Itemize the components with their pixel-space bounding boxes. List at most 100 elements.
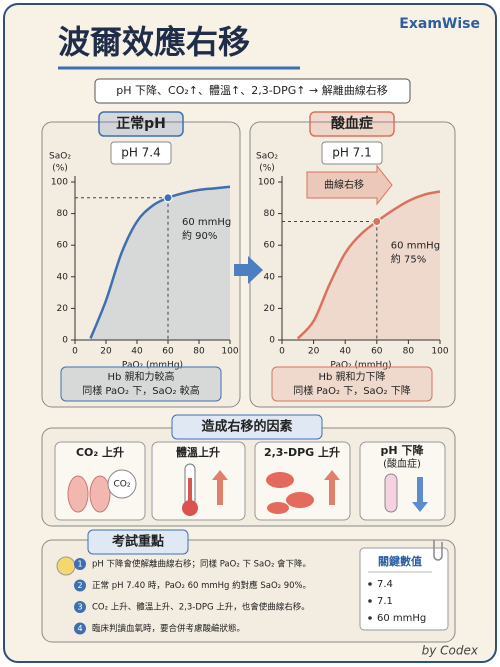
- factor-label: 體溫上升: [176, 445, 220, 459]
- thermometer-icon: [182, 500, 198, 516]
- note: 同樣 PaO₂ 下，SaO₂ 較高: [82, 384, 199, 397]
- y-tick-label: 80: [264, 209, 276, 219]
- annotation: 約 75%: [391, 253, 426, 266]
- panel-subtitle: pH 7.1: [332, 146, 372, 160]
- key-value: 60 mmHg: [377, 613, 426, 624]
- bullet: [368, 582, 372, 586]
- panel-title: 酸血症: [331, 115, 373, 132]
- x-tick-label: 100: [431, 347, 448, 357]
- up-arrow: [324, 470, 340, 505]
- curve-area: [297, 191, 440, 340]
- x-tick-label: 20: [308, 347, 320, 357]
- tube-icon: [384, 473, 398, 513]
- lung-icon: [67, 475, 89, 513]
- y-axis-unit: (%): [259, 164, 275, 174]
- summary: pH 下降、CO₂↑、體溫↑、2,3-DPG↑ → 解離曲線右移: [116, 83, 387, 97]
- x-tick-label: 40: [339, 347, 351, 357]
- y-tick-label: 20: [57, 304, 69, 314]
- note: Hb 親和力較高: [107, 370, 174, 383]
- x-axis-label: PaO₂ (mmHg): [330, 361, 391, 371]
- x-tick-label: 20: [100, 347, 112, 357]
- marker: [163, 193, 173, 203]
- key-value: 7.1: [377, 596, 393, 607]
- cell-icon: [266, 472, 294, 488]
- item-badge: [74, 558, 86, 570]
- lung-icon: [89, 475, 111, 513]
- y-tick-label: 60: [264, 241, 276, 251]
- section-header: [171, 414, 323, 440]
- key-values-box: [359, 547, 449, 631]
- panel-title: 正常pH: [116, 115, 166, 132]
- y-tick-label: 100: [51, 178, 68, 188]
- y-tick-label: 80: [57, 209, 69, 219]
- section-title: 考試重點: [112, 534, 164, 550]
- x-tick-label: 60: [162, 347, 174, 357]
- y-tick-label: 0: [269, 336, 275, 346]
- factor-sublabel: (酸血症): [383, 457, 421, 470]
- key-values-list: 7.4 7.1 60 mmHg: [368, 579, 426, 624]
- x-tick-label: 0: [279, 347, 285, 357]
- factor-label: CO₂ 上升: [76, 445, 124, 459]
- y-tick-label: 20: [264, 304, 276, 314]
- label-arrow: [306, 164, 393, 206]
- x-tick-label: 0: [72, 347, 78, 357]
- factor-label: 2,3-DPG 上升: [264, 445, 340, 459]
- note-box: [271, 366, 433, 402]
- exam-list: 1 pH 下降會使解離曲線右移；同樣 PaO₂ 下 SaO₂ 會下降。 2 正常 pH…: [74, 558, 311, 635]
- annotation: 約 90%: [182, 229, 217, 242]
- section-title: 造成右移的因素: [201, 419, 292, 435]
- item-number: 2: [77, 581, 82, 590]
- item-number: 3: [77, 603, 82, 612]
- section-header: [87, 529, 189, 555]
- x-tick-label: 40: [131, 347, 143, 357]
- note: 同樣 PaO₂ 下，SaO₂ 下降: [293, 384, 410, 397]
- x-tick-label: 60: [371, 347, 383, 357]
- item-text: 臨床判讀血氧時，要合併考慮酸鹼狀態。: [92, 623, 245, 634]
- title: 波爾效應右移: [58, 23, 250, 61]
- item-text: pH 下降會使解離曲線右移；同樣 PaO₂ 下 SaO₂ 會下降。: [92, 559, 311, 570]
- cell-icon: [286, 492, 314, 508]
- note-box: [60, 366, 222, 402]
- transition-arrow: [234, 256, 263, 284]
- y-tick-label: 0: [62, 336, 68, 346]
- item-text: CO₂ 上升、體溫上升、2,3-DPG 上升，也會使曲線右移。: [92, 602, 310, 613]
- marker: [372, 217, 382, 226]
- y-axis-unit: (%): [52, 164, 68, 174]
- paperclip: [433, 540, 443, 561]
- annotation: 60 mmHg: [391, 241, 440, 252]
- y-tick-label: 40: [57, 272, 69, 282]
- ph-box: [321, 141, 383, 165]
- curve-area: [90, 186, 230, 340]
- brand: ExamWise: [399, 16, 480, 32]
- y-tick-label: 60: [57, 241, 69, 251]
- down-arrow: [412, 477, 428, 512]
- ph-box: [110, 141, 172, 165]
- x-axis-label: PaO₂ (mmHg): [122, 361, 183, 371]
- note: Hb 親和力下降: [318, 370, 385, 383]
- x-tick-label: 80: [193, 347, 205, 357]
- bullet: [368, 599, 372, 603]
- panel-tag: [98, 111, 184, 137]
- icon-text: CO₂: [114, 480, 131, 490]
- arrow-label: 曲線右移: [324, 178, 364, 191]
- exam-panel: [41, 539, 456, 643]
- factor-card: [359, 441, 446, 521]
- y-tick-label: 100: [258, 178, 275, 188]
- curve: [296, 190, 441, 340]
- y-axis-label: SaO₂: [49, 152, 71, 162]
- bulb-icon: [56, 556, 76, 576]
- factor-label: pH 下降: [381, 443, 425, 457]
- thermometer-icon: [188, 478, 192, 508]
- y-tick-label: 40: [264, 272, 276, 282]
- summary-box: [94, 78, 411, 104]
- key-value: 7.4: [377, 579, 393, 590]
- x-tick-label: 80: [403, 347, 415, 357]
- item-text: 正常 pH 7.40 時，PaO₂ 60 mmHg 約對應 SaO₂ 90%。: [92, 580, 311, 591]
- item-number: 4: [77, 624, 82, 633]
- bullet: [368, 616, 372, 620]
- cloud-icon: [107, 469, 137, 499]
- item-badge: [74, 622, 86, 635]
- signature: by Codex: [422, 644, 479, 658]
- item-badge: [74, 579, 86, 592]
- panel-tag: [309, 111, 395, 137]
